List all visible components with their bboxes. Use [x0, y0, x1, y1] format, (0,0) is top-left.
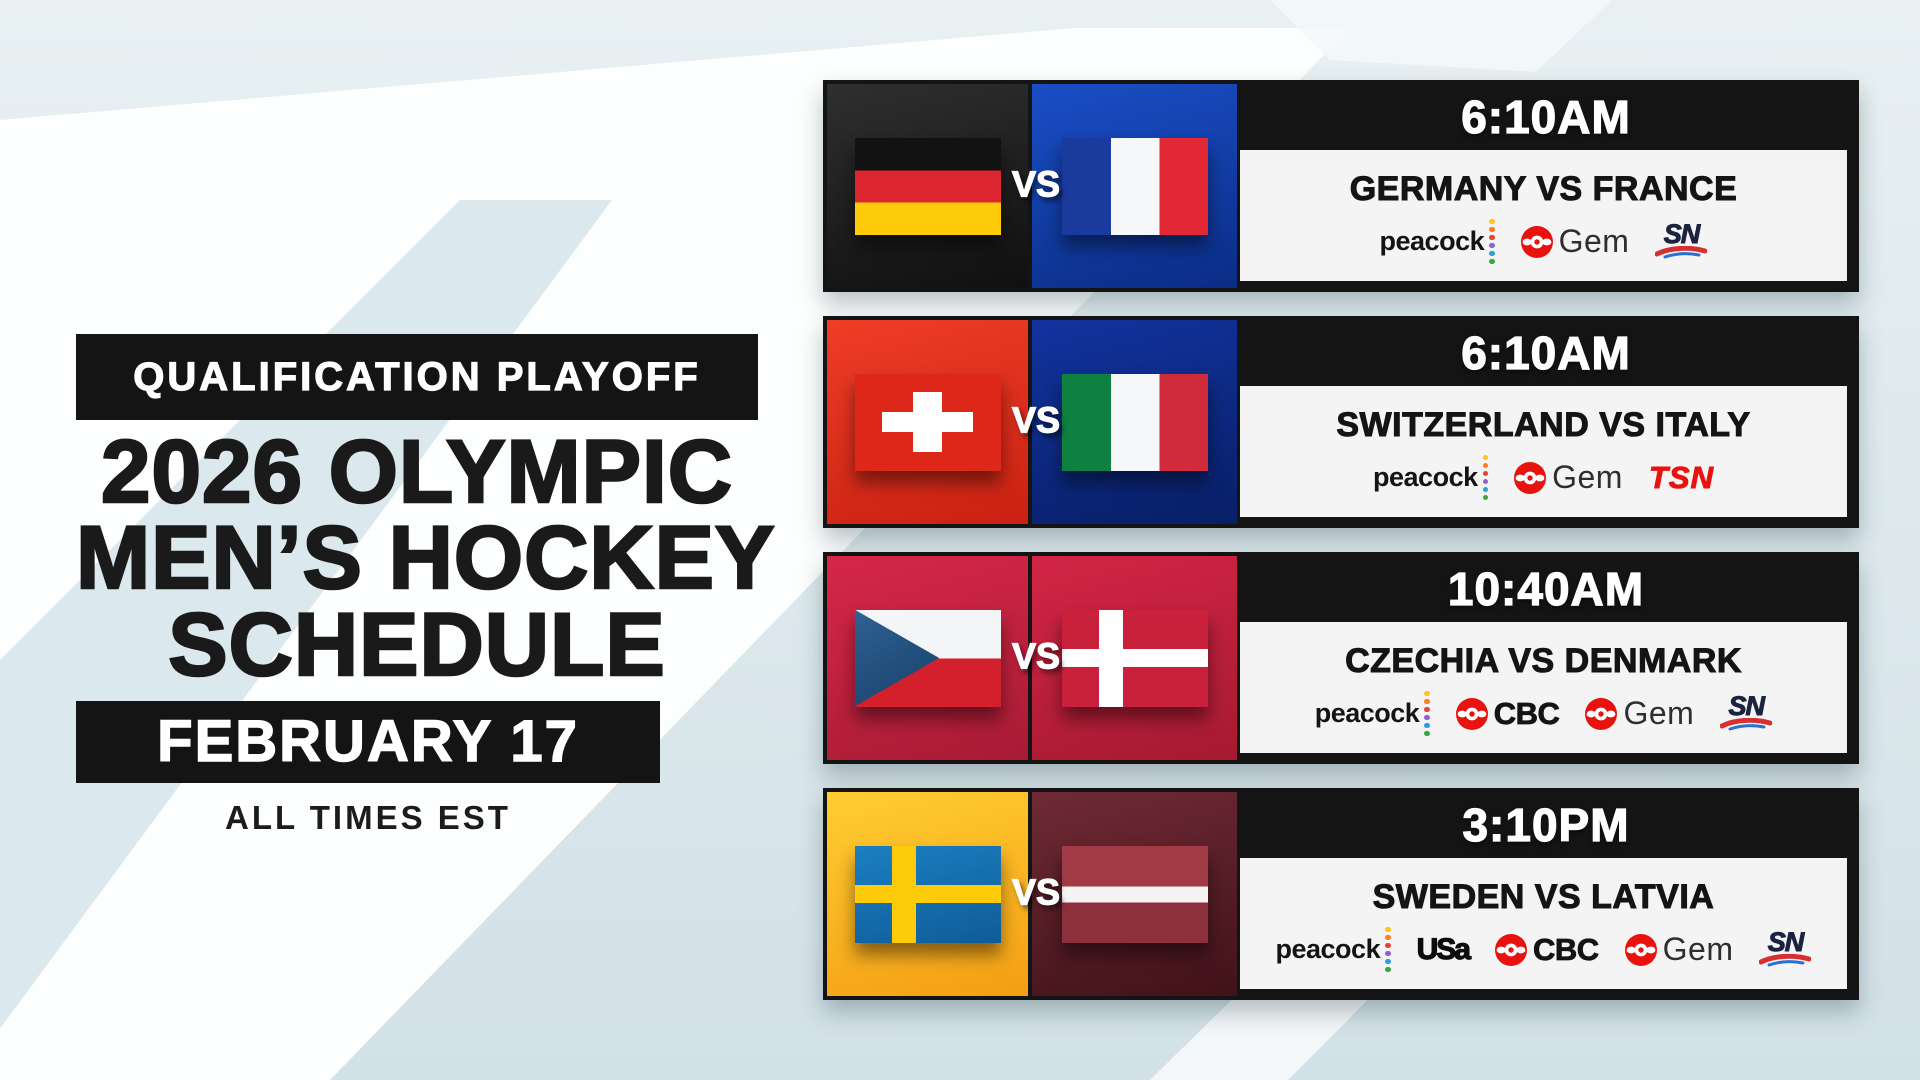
vs-label: VS [1011, 635, 1061, 677]
sportsnet-swoosh-icon [1655, 246, 1707, 259]
background-top-right-slash [1270, 0, 1612, 72]
peacock-logo: peacock [1380, 218, 1495, 265]
sportsnet-logo: SN [1759, 928, 1811, 968]
team1-panel-switzerland [827, 320, 1032, 524]
game-info-box: GERMANY VS FRANCE peacock Gem SN [1240, 150, 1847, 281]
game-time: 6:10AM [1461, 326, 1631, 379]
cbc-roundel-icon [1514, 461, 1547, 494]
timezone-note: ALL TIMES EST [225, 798, 511, 836]
peacock-logo: peacock [1373, 454, 1489, 501]
peacock-feather-icon [1482, 454, 1489, 501]
qualification-banner-label: QUALIFICATION PLAYOFF [133, 354, 701, 399]
usa-network-logo: USa [1416, 932, 1472, 966]
flag-germany [854, 137, 1001, 235]
cbc-roundel-icon [1455, 697, 1488, 730]
cbc-roundel-icon [1585, 697, 1618, 730]
vs-label: VS [1011, 399, 1061, 441]
cbc-gem-logo: Gem [1624, 931, 1734, 968]
game-info-box: SWITZERLAND VS ITALY peacock Gem TSN [1240, 386, 1847, 517]
peacock-logo: peacock [1276, 926, 1391, 973]
title-block: QUALIFICATION PLAYOFF 2026 OLYMPIC MEN’S… [75, 334, 776, 837]
date-banner: FEBRUARY 17 [76, 700, 660, 783]
game-card-germany-france: VS 6:10AM GERMANY VS FRANCE peacock Gem [823, 80, 1859, 292]
vs-label: VS [1011, 163, 1061, 205]
sportsnet-logo: SN [1655, 220, 1707, 260]
peacock-feather-icon [1385, 926, 1391, 973]
peacock-feather-icon [1489, 218, 1495, 265]
broadcasters-row: peacock CBC Gem SN [1315, 690, 1773, 737]
cbc-gem-logo: Gem [1585, 695, 1694, 732]
flag-switzerland [854, 373, 1001, 471]
flag-sweden [854, 845, 1001, 943]
peacock-logo: peacock [1315, 690, 1430, 737]
game-card-sweden-latvia: VS 3:10PM SWEDEN VS LATVIA peacock USa [823, 788, 1859, 1000]
sportsnet-swoosh-icon [1720, 718, 1772, 731]
game-card-czechia-denmark: VS 10:40AM CZECHIA VS DENMARK peacock CB… [823, 552, 1859, 764]
broadcasters-row: peacock Gem SN [1380, 218, 1708, 265]
team1-panel-sweden [827, 792, 1032, 996]
flag-italy [1061, 373, 1208, 471]
cbc-logo: CBC [1455, 695, 1560, 732]
game-card-switzerland-italy: VS 6:10AM SWITZERLAND VS ITALY peacock G… [823, 316, 1859, 528]
sportsnet-swoosh-icon [1759, 954, 1811, 967]
game-matchup: SWEDEN VS LATVIA [1372, 877, 1715, 916]
cbc-roundel-icon [1494, 933, 1527, 966]
games-list: VS 6:10AM GERMANY VS FRANCE peacock Gem [823, 80, 1859, 1000]
game-time: 6:10AM [1461, 90, 1631, 143]
broadcasters-row: peacock Gem TSN [1373, 454, 1714, 501]
game-time: 10:40AM [1447, 562, 1645, 615]
game-info: 6:10AM GERMANY VS FRANCE peacock Gem [1237, 84, 1855, 288]
title-line-1: 2026 OLYMPIC [100, 421, 734, 521]
vs-label: VS [1011, 871, 1061, 913]
broadcasters-row: peacock USa CBC Gem [1276, 926, 1812, 973]
peacock-feather-icon [1424, 690, 1430, 737]
team2-panel-italy [1032, 320, 1237, 524]
game-matchup: CZECHIA VS DENMARK [1345, 641, 1742, 680]
cbc-roundel-icon [1520, 225, 1553, 258]
team2-panel-latvia [1032, 792, 1237, 996]
game-info: 10:40AM CZECHIA VS DENMARK peacock CBC [1237, 556, 1855, 760]
flag-france [1061, 137, 1208, 235]
cbc-logo: CBC [1494, 931, 1600, 968]
title-line-3: SCHEDULE [167, 593, 666, 694]
game-info-box: SWEDEN VS LATVIA peacock USa CBC [1240, 858, 1847, 989]
game-time: 3:10PM [1462, 798, 1630, 851]
flag-latvia [1061, 845, 1208, 943]
cbc-roundel-icon [1624, 933, 1657, 966]
cbc-gem-logo: Gem [1514, 459, 1623, 496]
title-line-2: MEN’S HOCKEY [75, 507, 776, 608]
flag-czechia [854, 609, 1001, 707]
date-banner-label: FEBRUARY 17 [156, 709, 579, 775]
team2-panel-france [1032, 84, 1237, 288]
game-info: 3:10PM SWEDEN VS LATVIA peacock USa [1237, 792, 1855, 996]
qualification-banner: QUALIFICATION PLAYOFF [76, 334, 758, 420]
game-matchup: GERMANY VS FRANCE [1349, 169, 1738, 208]
cbc-gem-logo: Gem [1520, 223, 1630, 260]
team2-panel-denmark [1032, 556, 1237, 760]
game-matchup: SWITZERLAND VS ITALY [1336, 405, 1751, 444]
team1-panel-germany [827, 84, 1032, 288]
game-info: 6:10AM SWITZERLAND VS ITALY peacock Gem [1237, 320, 1855, 524]
sportsnet-logo: SN [1720, 692, 1772, 732]
flag-denmark [1061, 609, 1208, 707]
team1-panel-czechia [827, 556, 1032, 760]
page-title: 2026 OLYMPIC MEN’S HOCKEY SCHEDULE [75, 421, 776, 694]
tsn-logo: TSN [1648, 459, 1714, 495]
game-info-box: CZECHIA VS DENMARK peacock CBC Gem [1240, 622, 1847, 753]
